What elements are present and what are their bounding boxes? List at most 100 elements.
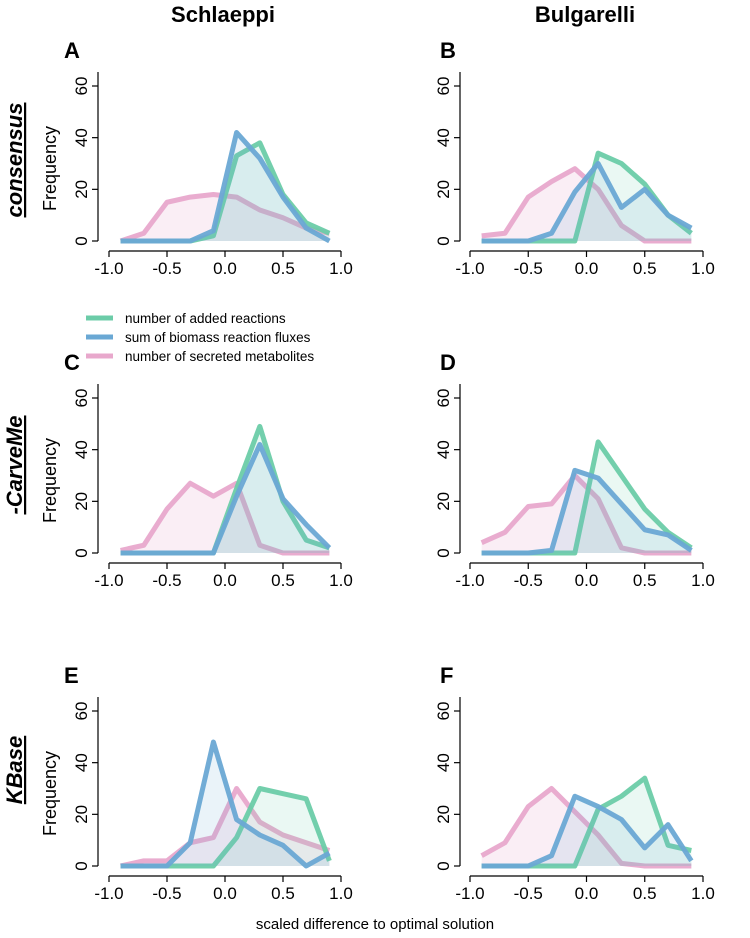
series-sum-of-biomass-reaction-fluxes xyxy=(481,161,693,244)
y-tick-label: 60 xyxy=(72,77,91,96)
y-tick-label: 20 xyxy=(72,805,91,824)
panel-letter: D xyxy=(440,350,456,375)
y-axis: 0 20 40 60 xyxy=(72,72,99,246)
series-area xyxy=(120,742,330,866)
x-axis: -1.0 -0.5 0.0 0.5 1.0 xyxy=(455,875,715,903)
y-axis: 0 20 40 60 xyxy=(434,384,461,558)
series-line xyxy=(120,739,331,869)
y-axis: 0 20 40 60 xyxy=(434,697,461,871)
y-tick-label: 20 xyxy=(434,180,453,199)
y-tick-label: 20 xyxy=(434,492,453,511)
y-axis-label: Frequency xyxy=(40,751,60,836)
panel-letter: C xyxy=(64,350,80,375)
x-tick-label: 1.0 xyxy=(329,259,353,278)
panels: A Frequency 0 20 40 60 -1.0 -0.5 0.0 0.5 1.0 B 0 20 40… xyxy=(40,38,715,903)
x-tick-label: 0.5 xyxy=(633,259,657,278)
y-tick-label: 60 xyxy=(72,389,91,408)
panel-letter: B xyxy=(440,38,456,63)
series-area xyxy=(481,163,692,241)
x-tick-label: 0.0 xyxy=(575,571,599,590)
legend-item-sum-of-biomass-reaction-fluxes: sum of biomass reaction fluxes xyxy=(86,330,311,345)
x-tick-label: 0.5 xyxy=(633,571,657,590)
y-axis: 0 20 40 60 xyxy=(72,384,99,558)
y-tick-label: 40 xyxy=(434,128,453,147)
x-tick-label: -0.5 xyxy=(152,259,181,278)
series-sum-of-biomass-reaction-fluxes xyxy=(120,130,331,244)
y-tick-label: 40 xyxy=(434,440,453,459)
series-line xyxy=(481,467,693,556)
y-axis-label: Frequency xyxy=(40,126,60,211)
y-tick-label: 40 xyxy=(434,753,453,772)
series-line xyxy=(480,786,692,869)
x-tick-label: -1.0 xyxy=(455,884,484,903)
x-tick-label: -1.0 xyxy=(94,571,123,590)
y-tick-label: 40 xyxy=(72,753,91,772)
series-area xyxy=(481,788,692,866)
x-tick-label: -1.0 xyxy=(94,884,123,903)
x-tick-label: 0.0 xyxy=(575,259,599,278)
x-tick-label: 1.0 xyxy=(691,571,715,590)
panel-c: C Frequency 0 20 40 60 -1.0 -0.5 0.0 0.5 1.0 xyxy=(40,350,353,590)
x-tick-label: 0.5 xyxy=(271,571,295,590)
series-area xyxy=(120,444,330,553)
legend: number of added reactions sum of biomass … xyxy=(86,311,314,364)
row-title-carveme: -CarveMe xyxy=(2,415,27,514)
y-tick-label: 0 xyxy=(72,548,91,557)
series-area xyxy=(481,470,692,553)
series-sum-of-biomass-reaction-fluxes xyxy=(481,793,694,869)
legend-label: sum of biomass reaction fluxes xyxy=(125,330,311,345)
series-line xyxy=(120,480,330,556)
x-tick-label: 0.5 xyxy=(271,259,295,278)
legend-item-number-of-secreted-metabolites: number of secreted metabolites xyxy=(86,349,314,364)
y-tick-label: 60 xyxy=(434,77,453,96)
x-tick-label: 0.5 xyxy=(271,884,295,903)
x-axis: -1.0 -0.5 0.0 0.5 1.0 xyxy=(94,250,353,278)
series-sum-of-biomass-reaction-fluxes xyxy=(120,442,332,556)
y-axis: 0 20 40 60 xyxy=(72,697,99,871)
y-tick-label: 0 xyxy=(72,861,91,870)
x-axis: -1.0 -0.5 0.0 0.5 1.0 xyxy=(94,875,353,903)
series-line xyxy=(120,442,332,556)
y-tick-label: 60 xyxy=(434,389,453,408)
series-area xyxy=(120,788,330,866)
x-tick-label: -0.5 xyxy=(514,259,543,278)
x-tick-label: -0.5 xyxy=(152,571,181,590)
x-tick-label: 1.0 xyxy=(691,884,715,903)
x-tick-label: -1.0 xyxy=(455,571,484,590)
x-tick-label: -1.0 xyxy=(94,259,123,278)
panel-d: D 0 20 40 60 -1.0 -0.5 0.0 0.5 1.0 xyxy=(434,350,715,590)
legend-label: number of secreted metabolites xyxy=(125,349,314,364)
row-title-kbase: KBase xyxy=(2,736,27,804)
y-tick-label: 60 xyxy=(72,702,91,721)
x-tick-label: 1.0 xyxy=(691,259,715,278)
legend-label: number of added reactions xyxy=(125,311,286,326)
column-titles: Schlaeppi Bulgarelli xyxy=(171,2,635,27)
y-axis: 0 20 40 60 xyxy=(434,72,461,246)
y-tick-label: 0 xyxy=(434,861,453,870)
series-sum-of-biomass-reaction-fluxes xyxy=(481,467,693,556)
series-line xyxy=(120,130,331,244)
panel-letter: A xyxy=(64,38,80,63)
x-tick-label: 0.0 xyxy=(213,259,237,278)
panel-a: A Frequency 0 20 40 60 -1.0 -0.5 0.0 0.5 1.0 xyxy=(40,38,353,278)
series-sum-of-biomass-reaction-fluxes xyxy=(120,739,331,869)
y-tick-label: 40 xyxy=(72,128,91,147)
x-tick-label: -0.5 xyxy=(514,884,543,903)
series-area xyxy=(120,142,330,241)
y-tick-label: 0 xyxy=(72,236,91,245)
x-tick-label: 0.0 xyxy=(213,884,237,903)
x-tick-label: 0.0 xyxy=(575,884,599,903)
series-line xyxy=(120,786,331,869)
panel-f: F 0 20 40 60 -1.0 -0.5 0.0 0.5 1.0 xyxy=(434,663,715,903)
x-tick-label: 0.5 xyxy=(633,884,657,903)
y-tick-label: 20 xyxy=(434,805,453,824)
legend-item-number-of-added-reactions: number of added reactions xyxy=(86,311,286,326)
series-area xyxy=(481,796,692,866)
x-tick-label: 0.0 xyxy=(213,571,237,590)
y-tick-label: 20 xyxy=(72,492,91,511)
panel-e: E Frequency 0 20 40 60 -1.0 -0.5 0.0 0.5 1.0 xyxy=(40,663,353,903)
x-axis: -1.0 -0.5 0.0 0.5 1.0 xyxy=(94,562,353,590)
x-tick-label: 1.0 xyxy=(329,884,353,903)
x-tick-label: -1.0 xyxy=(455,259,484,278)
